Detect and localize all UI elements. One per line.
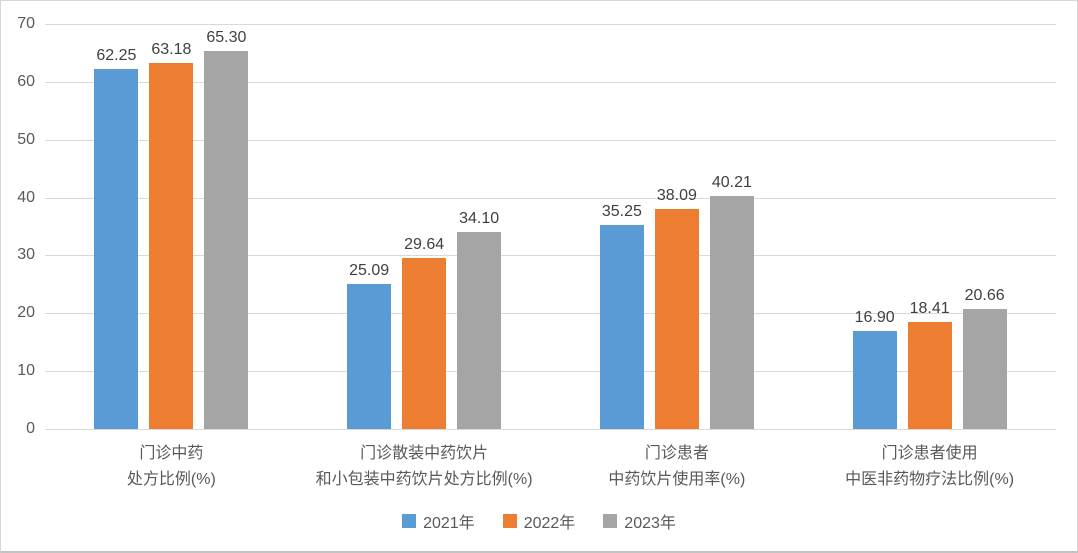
bar-group-1: 62.25 63.18 65.30 xyxy=(45,24,298,429)
bar-group-2: 25.09 29.64 34.10 xyxy=(298,24,551,429)
bar-group-3: 35.25 38.09 40.21 xyxy=(551,24,804,429)
category-label-3: 门诊患者中药饮片使用率(%) xyxy=(521,441,834,493)
bar-value-label: 63.18 xyxy=(151,41,192,58)
legend-marker-icon xyxy=(402,514,417,528)
bar-2022年-category-3: 38.09 xyxy=(654,187,699,429)
bar-value-label: 34.10 xyxy=(459,210,500,227)
y-axis-tick-label: 50 xyxy=(17,131,35,148)
bar-2021年-category-2: 25.09 xyxy=(347,262,392,429)
legend-label: 2022年 xyxy=(523,515,576,532)
bar-2023年-category-4: 20.66 xyxy=(962,287,1007,429)
bar-value-label: 29.64 xyxy=(404,236,445,253)
legend-item-2022年: 2022年 xyxy=(502,509,576,533)
bar-2022年-category-2: 29.64 xyxy=(402,236,447,429)
gridline-y-10 xyxy=(45,371,1056,372)
gridline-y-50 xyxy=(45,140,1056,141)
bar-value-label: 25.09 xyxy=(349,262,390,279)
bar-2022年-category-1: 63.18 xyxy=(149,41,194,429)
category-label-line: 中医非药物疗法比例(%) xyxy=(845,471,1015,488)
bar-2023年-category-3: 40.21 xyxy=(709,174,754,429)
bar-rect xyxy=(962,309,1007,429)
bar-2021年-category-3: 35.25 xyxy=(599,203,644,429)
gridline-y-20 xyxy=(45,313,1056,314)
gridline-y-0 xyxy=(45,429,1056,430)
category-label-line: 门诊散装中药饮片 xyxy=(360,445,489,462)
y-axis-tick-label: 20 xyxy=(17,304,35,321)
legend-marker-icon xyxy=(603,514,618,528)
y-axis-tick-label: 10 xyxy=(17,362,35,379)
bar-value-label: 16.90 xyxy=(854,309,895,326)
category-label-line: 和小包装中药饮片处方比例(%) xyxy=(315,471,533,488)
bar-value-label: 35.25 xyxy=(601,203,642,220)
bar-rect xyxy=(654,209,699,429)
category-label-line: 门诊患者 xyxy=(644,445,709,462)
bar-value-label: 20.66 xyxy=(964,287,1005,304)
bar-group-4: 16.90 18.41 20.66 xyxy=(803,24,1056,429)
y-axis-tick-label: 30 xyxy=(17,246,35,263)
gridline-y-70 xyxy=(45,24,1056,25)
legend-marker-icon xyxy=(502,514,517,528)
bar-2021年-category-4: 16.90 xyxy=(852,309,897,429)
bar-rect xyxy=(709,196,754,429)
category-label-4: 门诊患者使用中医非药物疗法比例(%) xyxy=(773,441,1077,493)
legend-label: 2023年 xyxy=(624,515,676,532)
legend-item-2023年: 2023年 xyxy=(603,509,676,533)
bar-rect xyxy=(347,284,392,429)
bar-rect xyxy=(599,225,644,429)
bar-value-label: 38.09 xyxy=(656,187,697,204)
y-axis-tick-label: 40 xyxy=(17,189,35,206)
bar-2022年-category-4: 18.41 xyxy=(907,300,952,429)
category-label-line: 门诊中药 xyxy=(139,445,204,462)
y-axis-tick-label: 70 xyxy=(17,15,35,32)
bar-rect xyxy=(204,51,249,429)
gridline-y-60 xyxy=(45,82,1056,83)
bar-2023年-category-2: 34.10 xyxy=(457,210,502,429)
category-label-2: 门诊散装中药饮片和小包装中药饮片处方比例(%) xyxy=(268,441,581,493)
bar-2021年-category-1: 62.25 xyxy=(94,47,139,429)
gridline-y-40 xyxy=(45,198,1056,199)
gridline-y-30 xyxy=(45,255,1056,256)
category-label-line: 中药饮片使用率(%) xyxy=(608,471,746,488)
legend-label: 2021年 xyxy=(423,515,475,532)
bar-value-label: 62.25 xyxy=(96,47,137,64)
y-axis-tick-label: 60 xyxy=(17,73,35,90)
category-label-1: 门诊中药处方比例(%) xyxy=(15,441,328,493)
category-label-line: 门诊患者使用 xyxy=(881,445,978,462)
bar-value-label: 65.30 xyxy=(206,29,247,46)
bar-value-label: 40.21 xyxy=(711,174,752,191)
legend-item-2021年: 2021年 xyxy=(402,509,475,533)
bar-2023年-category-1: 65.30 xyxy=(204,29,249,429)
bar-rect xyxy=(457,232,502,429)
bar-rect xyxy=(94,69,139,429)
bar-rect xyxy=(149,63,194,429)
bar-value-label: 18.41 xyxy=(909,300,950,317)
bar-rect xyxy=(852,331,897,429)
bar-rect xyxy=(402,258,447,429)
bar-rect xyxy=(907,322,952,429)
category-label-line: 处方比例(%) xyxy=(126,471,216,488)
legend: 2021年 2022年 2023年 xyxy=(1,509,1077,533)
y-axis-tick-label: 0 xyxy=(26,420,35,437)
